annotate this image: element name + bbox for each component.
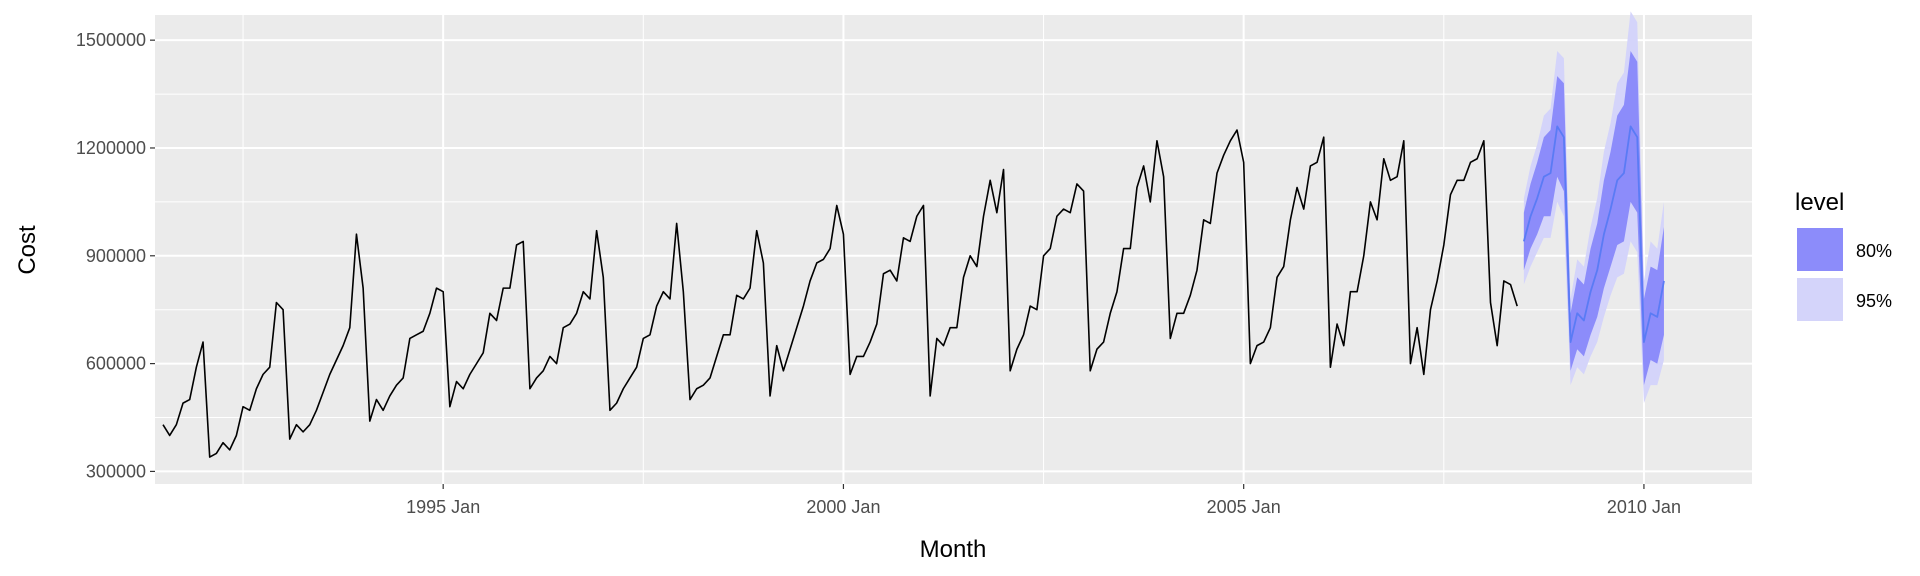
legend-label-80: 80%: [1856, 241, 1892, 261]
axis-ticks: [150, 39, 1645, 489]
forecast-line: [1522, 125, 1665, 343]
tick-labels: 300000 600000 900000 1200000 1500000 1995 Jan…: [76, 30, 1681, 517]
y-tick-label: 300000: [86, 461, 146, 481]
y-tick-label: 900000: [86, 246, 146, 266]
x-tick-label: 2010 Jan: [1607, 497, 1681, 517]
x-axis-title: Month: [920, 536, 987, 563]
plot-panel: [155, 15, 1752, 484]
legend-key-95: [1797, 278, 1843, 321]
history-line: [162, 129, 1518, 458]
legend: level 80% 95%: [1795, 189, 1892, 321]
series-lines: [162, 125, 1665, 458]
y-tick-label: 1200000: [76, 138, 146, 158]
legend-key-80: [1797, 228, 1843, 271]
y-axis-title: Cost: [14, 225, 41, 275]
x-tick-label: 2000 Jan: [806, 497, 880, 517]
legend-title: level: [1795, 189, 1844, 216]
y-tick-label: 1500000: [76, 30, 146, 50]
x-tick-label: 1995 Jan: [406, 497, 480, 517]
legend-label-95: 95%: [1856, 291, 1892, 311]
y-tick-label: 600000: [86, 354, 146, 374]
x-tick-label: 2005 Jan: [1207, 497, 1281, 517]
